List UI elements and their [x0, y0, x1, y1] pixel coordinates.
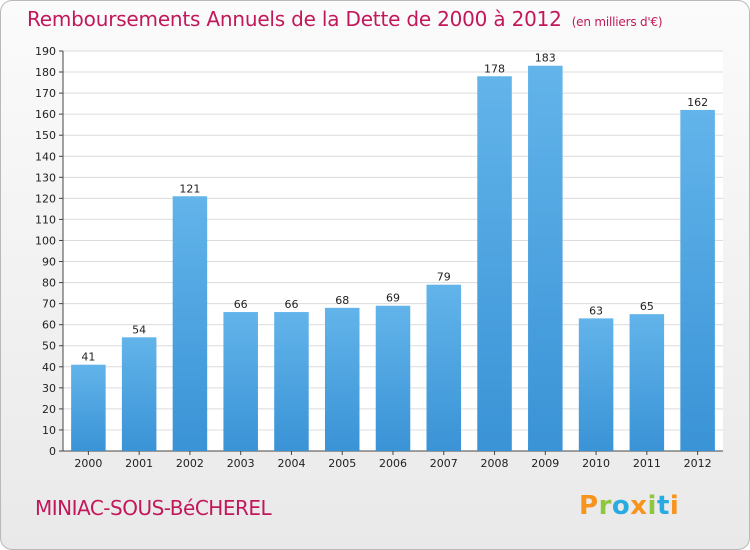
y-tick-label: 50 [42, 340, 56, 353]
bar-value-label: 79 [437, 271, 451, 284]
y-tick-label: 20 [42, 403, 56, 416]
y-tick-label: 150 [35, 129, 56, 142]
bar-value-label: 69 [386, 292, 400, 305]
y-tick-label: 190 [35, 45, 56, 58]
bar [477, 76, 512, 452]
y-tick-label: 100 [35, 234, 56, 247]
y-tick-label: 60 [42, 319, 56, 332]
x-tick-label: 2010 [582, 457, 610, 470]
logo-letter: P [579, 491, 599, 521]
bar-value-label: 66 [234, 298, 248, 311]
x-tick-label: 2005 [328, 457, 356, 470]
logo-letter: t [656, 491, 670, 521]
x-tick-label: 2002 [176, 457, 204, 470]
bar [324, 307, 360, 451]
bar-value-label: 121 [179, 182, 200, 195]
bar [172, 196, 208, 451]
bar [71, 364, 106, 451]
logo-letter: r [598, 491, 612, 521]
unit-note: (en milliers d'€) [571, 15, 663, 29]
x-tick-label: 2000 [74, 457, 102, 470]
x-tick-label: 2004 [277, 457, 305, 470]
y-tick-label: 140 [35, 150, 56, 163]
x-tick-label: 2011 [633, 457, 661, 470]
y-tick-label: 80 [42, 277, 56, 290]
logo-letter: o [611, 491, 631, 521]
x-tick-label: 2006 [379, 457, 407, 470]
y-tick-label: 40 [42, 361, 56, 374]
x-tick-label: 2008 [481, 457, 509, 470]
bar-value-label: 63 [589, 304, 603, 317]
bar [121, 337, 157, 451]
bar [223, 312, 258, 451]
bar-value-label: 66 [284, 298, 298, 311]
proxiti-logo: Proxiti [579, 491, 679, 521]
bar [629, 314, 665, 451]
bar [375, 305, 411, 451]
bar-value-label: 54 [132, 323, 146, 336]
y-tick-label: 130 [35, 171, 56, 184]
y-tick-label: 170 [35, 87, 56, 100]
logo-letter: i [669, 491, 680, 521]
x-tick-label: 2001 [125, 457, 153, 470]
y-tick-label: 30 [42, 382, 56, 395]
bar-value-label: 68 [335, 294, 349, 307]
bar [680, 109, 715, 452]
bar-value-label: 65 [640, 300, 654, 313]
commune-name: MINIAC-SOUS-BéCHEREL [35, 496, 272, 520]
y-tick-label: 180 [35, 66, 56, 79]
bar-value-label: 41 [81, 351, 95, 364]
y-tick-label: 110 [35, 213, 56, 226]
y-tick-label: 160 [35, 108, 56, 121]
bar [528, 65, 563, 451]
logo-letter: x [630, 491, 648, 521]
bar-value-label: 162 [687, 96, 708, 109]
x-tick-label: 2003 [227, 457, 255, 470]
y-tick-label: 0 [49, 445, 56, 458]
bar [274, 312, 309, 451]
bar [578, 318, 614, 451]
bar-value-label: 178 [484, 62, 505, 75]
bar [426, 284, 462, 451]
chart-title: Remboursements Annuels de la Dette de 20… [27, 7, 663, 31]
y-tick-label: 10 [42, 424, 56, 437]
y-tick-label: 70 [42, 298, 56, 311]
logo-letter: i [647, 491, 657, 521]
title-text: Remboursements Annuels de la Dette de 20… [27, 7, 562, 31]
y-tick-label: 90 [42, 256, 56, 269]
bar-value-label: 183 [535, 52, 556, 65]
y-tick-label: 120 [35, 192, 56, 205]
x-tick-label: 2007 [430, 457, 458, 470]
x-tick-label: 2012 [684, 457, 712, 470]
x-tick-label: 2009 [531, 457, 559, 470]
